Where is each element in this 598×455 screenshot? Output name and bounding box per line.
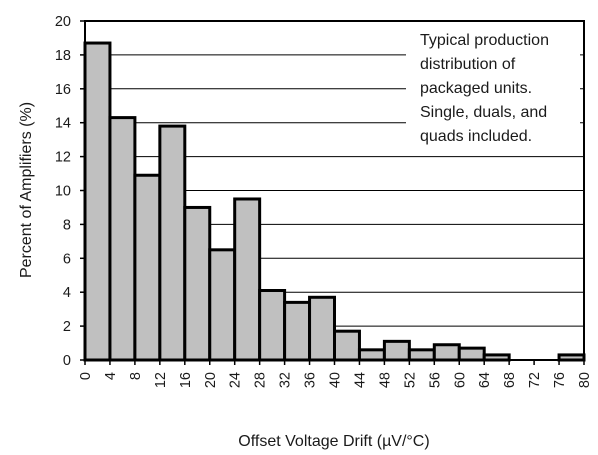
x-tick-label: 48 (377, 372, 393, 388)
x-tick-label: 68 (502, 372, 518, 388)
x-tick-label: 12 (153, 372, 169, 388)
x-tick-label: 36 (303, 372, 319, 388)
y-tick-label: 12 (55, 150, 71, 166)
x-tick-label: 52 (402, 372, 418, 388)
histogram-bar (407, 348, 436, 362)
y-tick-label: 16 (55, 82, 71, 98)
x-tick-label: 72 (527, 372, 543, 388)
annotation: Typical production distribution of package… (420, 32, 549, 145)
x-tick-label: 60 (452, 372, 468, 388)
histogram-bar (308, 295, 336, 362)
y-tick-label: 6 (63, 251, 71, 267)
x-tick-label: 0 (78, 372, 94, 380)
annotation-line: distribution of (420, 56, 516, 73)
x-tick-label: 4 (103, 372, 119, 380)
x-tick-label: 28 (253, 372, 269, 388)
y-tick-label: 4 (63, 285, 71, 301)
histogram-bar (133, 173, 162, 362)
annotation-line: packaged units. (420, 80, 532, 97)
histogram-bar (258, 289, 287, 362)
y-tick-label: 2 (63, 319, 71, 335)
x-axis-ticks: 0 4 8 12 16 20 24 28 32 36 40 44 48 52 56 60 64 68 72 76 80 (78, 360, 593, 388)
y-tick-label: 14 (55, 116, 71, 132)
histogram-bar (457, 346, 486, 362)
x-tick-label: 16 (178, 372, 194, 388)
x-tick-label: 76 (552, 372, 568, 388)
histogram-bar (183, 205, 212, 362)
x-tick-label: 8 (128, 372, 144, 380)
x-tick-label: 44 (352, 372, 368, 388)
x-tick-label: 20 (203, 372, 219, 388)
histogram-bar (357, 348, 386, 362)
histogram-bar (108, 116, 137, 362)
x-axis-title: Offset Voltage Drift (µV/°C) (238, 433, 429, 450)
x-tick-label: 32 (278, 372, 294, 388)
y-tick-label: 8 (63, 217, 71, 233)
annotation-line: Single, duals, and (420, 104, 547, 121)
y-tick-label: 10 (55, 184, 71, 200)
histogram-bar (233, 197, 262, 362)
x-tick-label: 40 (328, 372, 344, 388)
histogram-bar (432, 343, 461, 362)
y-tick-label: 20 (55, 14, 71, 30)
histogram-bar (158, 124, 187, 362)
x-tick-label: 64 (477, 372, 493, 388)
annotation-line: quads included. (420, 128, 532, 145)
histogram-bars (83, 41, 586, 362)
x-tick-label: 24 (228, 372, 244, 388)
histogram-bar (208, 248, 237, 362)
histogram-bar (283, 300, 312, 362)
x-tick-label: 80 (577, 372, 593, 388)
y-tick-label: 0 (63, 353, 71, 369)
histogram-bar (83, 41, 112, 362)
y-tick-label: 18 (55, 48, 71, 64)
annotation-line: Typical production (420, 32, 549, 49)
y-axis-ticks: 0 2 4 6 8 10 12 14 16 18 20 (55, 14, 85, 369)
annotation-background (406, 24, 580, 149)
x-tick-label: 56 (427, 372, 443, 388)
histogram-bar (333, 329, 361, 362)
y-axis-title: Percent of Amplifiers (%) (18, 102, 35, 278)
histogram-bar (382, 339, 411, 362)
